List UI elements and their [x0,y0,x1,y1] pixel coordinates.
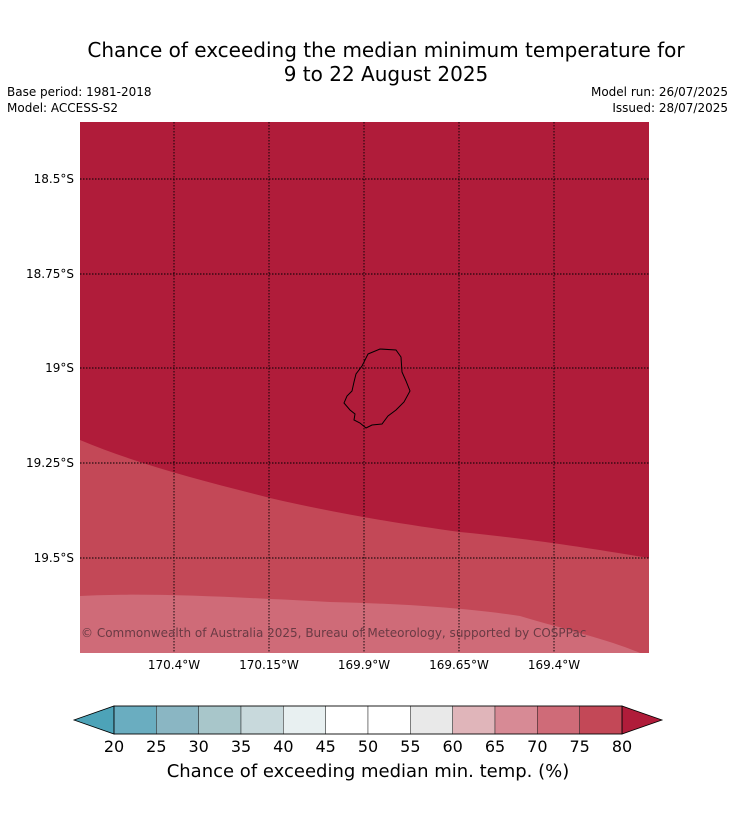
colorbar-tick-label: 50 [357,737,379,756]
colorbar-segment [452,705,496,735]
colorbar-outline [113,705,623,735]
colorbar-tick-label: 60 [442,737,463,756]
colorbar-tick-label: 65 [484,737,506,756]
lon-label-169-65: 169.65°W [429,658,489,672]
meta-left: Base period: 1981-2018 Model: ACCESS-S2 [7,84,152,116]
colorbar-tick-label: 25 [146,737,167,756]
lon-label-169-4: 169.4°W [527,658,581,672]
colorbar-tick-label: 80 [611,737,633,756]
lat-label-19-25: 19.25°S [26,456,74,470]
colorbar-over-arrow [621,705,664,735]
colorbar-segment [198,705,242,735]
colorbar-tick-label: 35 [230,737,252,756]
colorbar-title: Chance of exceeding median min. temp. (%… [166,761,570,782]
gridlines [80,122,649,653]
title-line-2: 9 to 22 August 2025 [283,62,489,86]
meta-right: Model run: 26/07/2025 Issued: 28/07/2025 [591,84,728,116]
colorbar-tick-label: 20 [103,737,125,756]
colorbar-segment [494,705,538,735]
colorbar-segment [156,705,199,735]
colorbar-segment [240,705,284,735]
colorbar-tick-label: 45 [315,737,336,756]
issued-date: Issued: 28/07/2025 [612,101,728,115]
colorbar-segment [113,705,157,735]
map-panel [80,122,649,653]
colorbar-segment [367,705,411,735]
lat-label-19-5: 19.5°S [33,551,74,565]
colorbar-segment [537,705,580,735]
lat-label-18-5: 18.5°S [33,172,74,186]
colorbar-tick-label: 40 [273,737,294,756]
band-65-70 [80,594,640,653]
lon-label-170-15: 170.15°W [239,658,299,672]
lat-label-18-75: 18.75°S [26,267,74,281]
model-run: Model run: 26/07/2025 [590,85,728,99]
colorbar-tick-label: 75 [569,737,590,756]
colorbar-segment [579,705,623,735]
copyright-text: © Commonwealth of Australia 2025, Bureau… [81,626,587,640]
colorbar-segment [325,705,369,735]
chart-title: Chance of exceeding the median minimum t… [0,38,736,86]
colorbar-segment [410,705,453,735]
colorbar-segment [283,705,326,735]
colorbar-tick-label: 30 [188,737,209,756]
lon-label-169-9: 169.9°W [337,658,391,672]
colorbar-tick-label: 70 [527,737,548,756]
lat-label-19: 19°S [45,361,74,375]
base-period: Base period: 1981-2018 [7,85,152,99]
lon-label-170-4: 170.4°W [147,658,201,672]
island-outline [343,348,411,429]
model-name: Model: ACCESS-S2 [7,101,119,115]
title-line-1: Chance of exceeding the median minimum t… [87,38,685,62]
colorbar [72,705,664,735]
colorbar-under-arrow [72,705,115,735]
colorbar-tick-label: 55 [400,737,421,756]
